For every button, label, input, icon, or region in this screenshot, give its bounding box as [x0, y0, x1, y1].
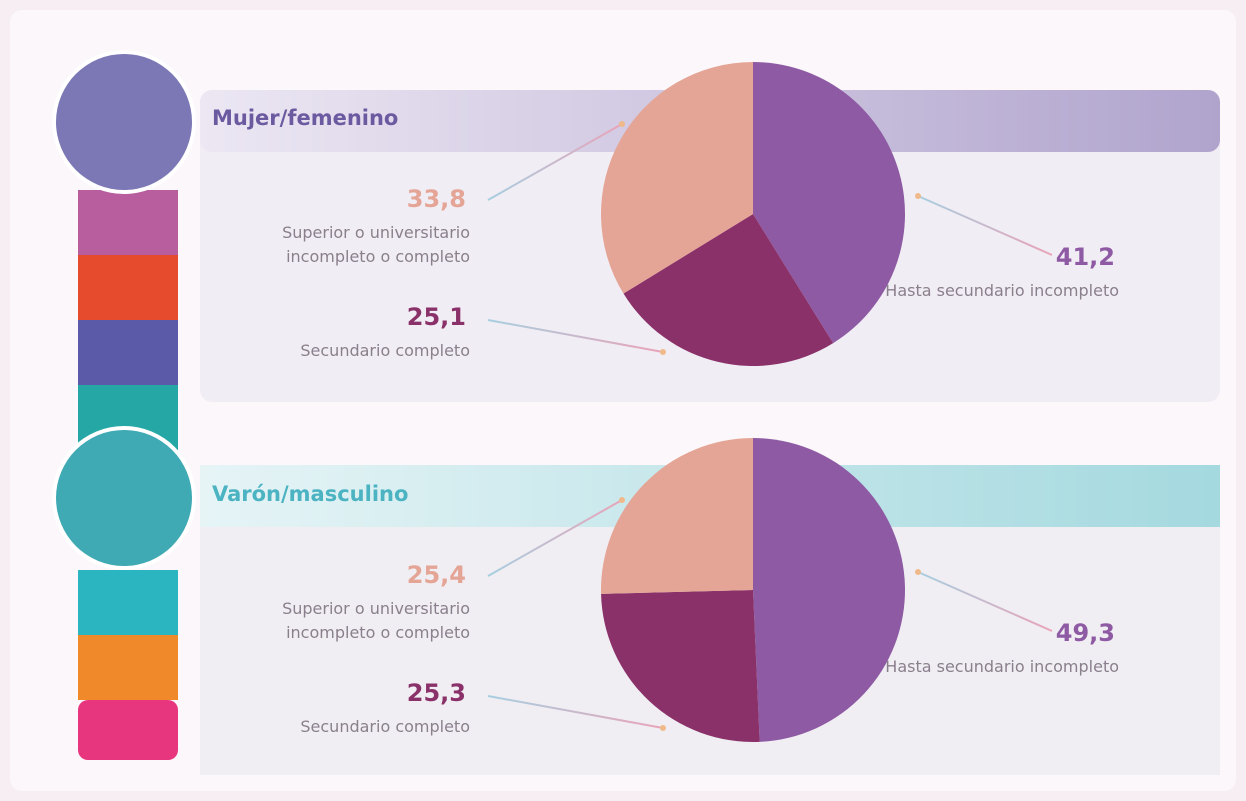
chart-title: Varón/masculino	[212, 482, 409, 506]
leader-line	[487, 499, 623, 577]
category-label: Secundario completo	[300, 717, 470, 736]
leader-line	[487, 319, 664, 353]
leader-line	[487, 695, 664, 729]
value-label: 25,1	[406, 303, 466, 331]
category-label: Secundario completo	[300, 341, 470, 360]
value-label: 25,4	[406, 561, 466, 589]
value-label: 41,2	[1055, 243, 1115, 271]
avatar	[56, 54, 192, 190]
leader-line	[917, 195, 1053, 256]
leader-dot	[915, 569, 921, 575]
pie-slice	[601, 62, 753, 294]
category-label: Hasta secundario incompleto	[885, 281, 1119, 300]
value-label: 25,3	[406, 679, 466, 707]
leader-line	[487, 123, 623, 201]
category-label: Hasta secundario incompleto	[885, 657, 1119, 676]
leader-dot	[660, 349, 666, 355]
chart-title: Mujer/femenino	[212, 106, 399, 130]
pie-slice	[753, 438, 906, 742]
leader-dot	[660, 725, 666, 731]
leader-line	[917, 571, 1053, 632]
avatar	[56, 430, 192, 566]
category-label: Superior o universitario incompleto o co…	[282, 223, 470, 266]
leader-dot	[619, 497, 625, 503]
leader-dot	[619, 121, 625, 127]
pie-slice	[601, 438, 753, 594]
value-label: 33,8	[406, 185, 466, 213]
pie-slice	[601, 590, 760, 742]
pie-slice	[753, 62, 905, 344]
pie-slice	[623, 214, 834, 366]
leader-dot	[915, 193, 921, 199]
category-label: Superior o universitario incompleto o co…	[282, 599, 470, 642]
value-label: 49,3	[1055, 619, 1115, 647]
